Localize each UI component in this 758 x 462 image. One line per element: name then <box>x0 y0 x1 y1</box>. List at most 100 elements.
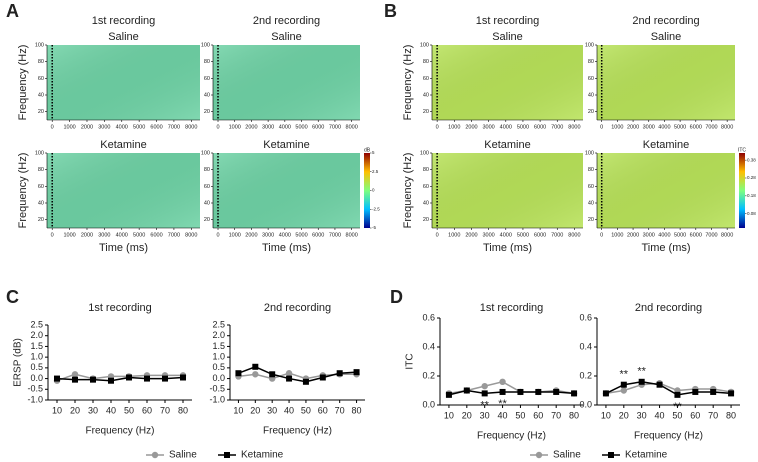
x-tick-label: 7000 <box>551 124 563 130</box>
y-tick-label: 20 <box>588 217 594 223</box>
x-tick-label: 50 <box>515 410 525 420</box>
colorbar-tick-label: 0.28 <box>747 175 756 180</box>
y-tick-label: 0.0 <box>579 399 592 409</box>
x-tick-label: 2000 <box>465 232 477 238</box>
y-tick-label: -0.5 <box>27 384 43 394</box>
condition-label: Saline <box>108 31 139 43</box>
significance: ** <box>498 398 507 410</box>
y-tick-label: 0.6 <box>422 312 435 322</box>
y-tick-label: 100 <box>585 150 594 156</box>
y-tick-label: 100 <box>420 42 429 48</box>
colorbar <box>739 153 745 228</box>
x-tick-label: 1000 <box>63 232 75 238</box>
y-tick-label: 80 <box>588 59 594 65</box>
data-point <box>353 369 360 376</box>
heatmap-texture <box>47 153 200 228</box>
x-tick-label: 60 <box>690 410 700 420</box>
x-tick-label: 40 <box>655 410 665 420</box>
x-axis-label: Time (ms) <box>262 242 311 254</box>
legend-marker <box>608 452 614 458</box>
y-axis-label: Frequency (Hz) <box>402 45 414 121</box>
y-tick-label: 1.0 <box>212 352 225 362</box>
x-tick-label: 1000 <box>229 124 241 130</box>
y-tick-label: 40 <box>38 92 44 98</box>
data-point <box>481 382 488 390</box>
colorbar-tick-label: -2.5 <box>372 206 380 211</box>
x-tick-label: 5000 <box>133 124 145 130</box>
y-tick-label: 1.5 <box>30 341 43 351</box>
x-tick-label: 0 <box>216 232 219 238</box>
y-tick-label: 100 <box>585 42 594 48</box>
x-tick-label: 2000 <box>81 232 93 238</box>
data-point <box>656 381 663 388</box>
condition-label: Saline <box>492 31 523 43</box>
x-tick-label: 30 <box>480 410 490 420</box>
x-tick-label: 20 <box>70 405 80 415</box>
panel-label: C <box>6 287 19 307</box>
x-tick-label: 1000 <box>448 124 460 130</box>
y-tick-label: 60 <box>588 76 594 82</box>
y-tick-label: 40 <box>423 92 429 98</box>
x-tick-label: 40 <box>498 410 508 420</box>
x-tick-label: 4000 <box>279 124 291 130</box>
y-tick-label: 0.5 <box>212 362 225 372</box>
x-tick-label: 60 <box>142 405 152 415</box>
y-tick-label: 2.5 <box>30 319 43 329</box>
colorbar-tick-label: -5 <box>372 225 376 230</box>
data-point <box>463 387 470 394</box>
data-point <box>144 375 150 382</box>
y-tick-label: 40 <box>588 200 594 206</box>
chart-title: 1st recording <box>480 302 544 314</box>
colorbar-tick-label: 5 <box>372 150 375 155</box>
x-tick-label: 70 <box>708 410 718 420</box>
heatmap-texture <box>213 45 360 120</box>
y-tick-label: 80 <box>38 167 44 173</box>
chart-title: 2nd recording <box>264 302 331 314</box>
y-tick-label: 0.4 <box>422 341 435 351</box>
y-tick-label: 80 <box>38 59 44 65</box>
x-tick-label: 80 <box>178 405 188 415</box>
x-tick-label: 5000 <box>674 124 686 130</box>
y-tick-label: 80 <box>204 59 210 65</box>
data-point <box>620 387 628 394</box>
x-axis-label: Frequency (Hz) <box>634 431 703 442</box>
y-tick-label: 100 <box>201 42 210 48</box>
significance: ** <box>480 399 489 411</box>
y-tick-label: 0.6 <box>579 312 592 322</box>
x-tick-label: 1000 <box>611 124 623 130</box>
data-point <box>72 376 78 383</box>
x-tick-label: 5000 <box>295 232 307 238</box>
significance: ** <box>673 401 682 413</box>
data-point <box>517 388 524 395</box>
data-point <box>602 390 609 397</box>
y-tick-label: 60 <box>38 184 44 190</box>
x-tick-label: 3000 <box>98 232 110 238</box>
panel-label: D <box>390 287 403 307</box>
data-point <box>728 390 735 397</box>
data-point <box>108 377 114 384</box>
x-tick-label: 7000 <box>329 232 341 238</box>
x-tick-label: 3000 <box>98 124 110 130</box>
significance: ** <box>637 366 646 378</box>
colorbar-tick-label: 0.18 <box>747 193 756 198</box>
condition-label: Ketamine <box>100 139 146 151</box>
panel-label: A <box>6 1 19 21</box>
x-tick-label: 3000 <box>262 124 274 130</box>
x-tick-label: 20 <box>462 410 472 420</box>
y-tick-label: 80 <box>423 59 429 65</box>
y-axis-label: Frequency (Hz) <box>17 153 29 229</box>
y-tick-label: 20 <box>38 217 44 223</box>
data-point <box>336 370 343 377</box>
y-tick-label: 40 <box>204 200 210 206</box>
data-point <box>319 374 326 381</box>
x-tick-label: 40 <box>106 405 116 415</box>
x-tick-label: 0 <box>600 232 603 238</box>
column-title: 1st recording <box>92 15 156 27</box>
x-tick-label: 3000 <box>643 232 655 238</box>
x-tick-label: 20 <box>619 410 629 420</box>
x-tick-label: 0 <box>51 124 54 130</box>
data-point <box>235 370 242 377</box>
y-tick-label: 60 <box>588 184 594 190</box>
y-tick-label: 80 <box>204 167 210 173</box>
x-tick-label: 2000 <box>245 124 257 130</box>
